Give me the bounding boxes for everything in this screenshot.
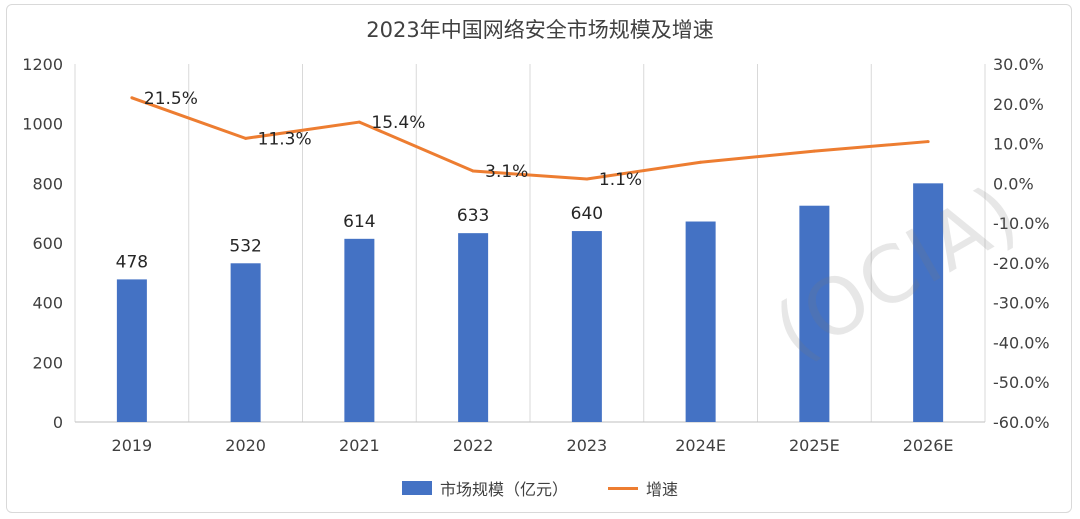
line-point	[130, 96, 134, 100]
bar-data-label: 640	[571, 204, 603, 224]
bar-data-label: 478	[116, 252, 148, 272]
chart-frame	[6, 4, 1072, 513]
chart-legend: 市场规模（亿元） 增速	[0, 476, 1080, 500]
x-tick-label: 2019	[112, 436, 153, 455]
y-right-tick-label: -60.0%	[993, 413, 1050, 432]
bar-data-label: 614	[343, 212, 375, 232]
x-tick-label: 2021	[339, 436, 380, 455]
legend-item-market-size: 市场规模（亿元）	[401, 476, 568, 500]
legend-item-growth: 增速	[608, 476, 678, 500]
y-left-tick-label: 600	[32, 234, 63, 253]
line-point	[244, 136, 248, 140]
x-tick-label: 2023	[567, 436, 608, 455]
x-tick-label: 2020	[225, 436, 266, 455]
bar	[344, 238, 375, 422]
y-left-tick-label: 0	[53, 413, 63, 432]
y-left-tick-label: 200	[32, 353, 63, 372]
bar	[571, 231, 602, 422]
bar	[116, 279, 147, 422]
line-data-label: 1.1%	[599, 170, 642, 190]
line-data-label: 15.4%	[371, 113, 425, 133]
legend-label-market-size: 市场规模（亿元）	[439, 480, 568, 499]
bar	[458, 233, 489, 422]
y-right-tick-label: 30.0%	[993, 55, 1044, 74]
growth-line	[131, 96, 929, 181]
x-tick-label: 2026E	[903, 436, 954, 455]
x-tick-label: 2025E	[789, 436, 840, 455]
x-tick-label: 2024E	[675, 436, 726, 455]
y-left-tick-label: 400	[32, 294, 63, 313]
y-right-tick-label: -10.0%	[993, 214, 1050, 233]
bar-data-label: 633	[457, 206, 489, 226]
legend-label-growth: 增速	[646, 480, 679, 499]
x-tick-label: 2022	[453, 436, 494, 455]
line-point	[471, 169, 475, 173]
chart-title: 2023年中国网络安全市场规模及增速	[366, 18, 714, 42]
line-point	[812, 149, 816, 153]
y-right-tick-label: -20.0%	[993, 254, 1050, 273]
legend-swatch-line	[608, 486, 638, 490]
line-data-label: 11.3%	[258, 129, 312, 149]
bar	[799, 205, 830, 422]
y-right-tick-label: 0.0%	[993, 174, 1034, 193]
line-data-label: 3.1%	[485, 162, 528, 182]
line-data-label: 21.5%	[144, 89, 198, 109]
y-right-tick-label: 10.0%	[993, 135, 1044, 154]
y-right-tick-label: -40.0%	[993, 333, 1050, 352]
y-left-tick-label: 1200	[22, 55, 63, 74]
bar-data-label: 532	[229, 236, 261, 256]
legend-swatch-bar	[401, 481, 432, 495]
y-left-tick-label: 1000	[22, 115, 63, 134]
y-right-tick-label: -50.0%	[993, 373, 1050, 392]
line-point	[699, 160, 703, 164]
bar	[913, 183, 944, 422]
line-point	[926, 140, 930, 144]
y-left-tick-label: 800	[32, 174, 63, 193]
bar	[230, 263, 261, 422]
y-right-tick-label: -30.0%	[993, 294, 1050, 313]
line-point	[357, 120, 361, 124]
bar	[685, 221, 716, 422]
y-right-tick-label: 20.0%	[993, 95, 1044, 114]
line-point	[585, 177, 589, 181]
